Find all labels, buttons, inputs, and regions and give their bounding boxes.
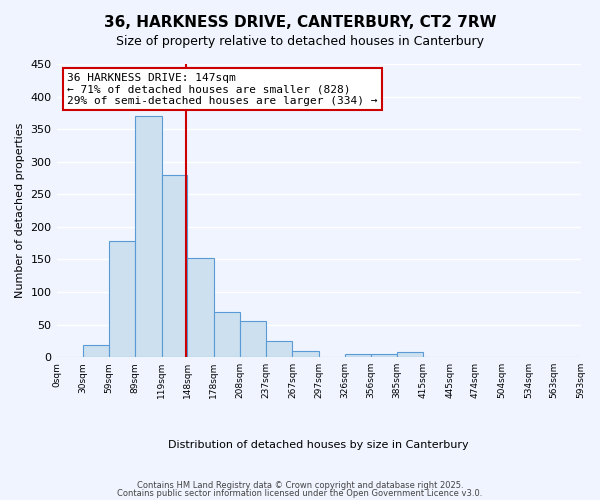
X-axis label: Distribution of detached houses by size in Canterbury: Distribution of detached houses by size … <box>168 440 469 450</box>
Y-axis label: Number of detached properties: Number of detached properties <box>15 123 25 298</box>
Bar <box>266 342 292 357</box>
Bar <box>109 241 135 357</box>
Bar <box>344 354 371 357</box>
Text: 36, HARKNESS DRIVE, CANTERBURY, CT2 7RW: 36, HARKNESS DRIVE, CANTERBURY, CT2 7RW <box>104 15 496 30</box>
Bar <box>241 322 266 357</box>
Bar <box>292 350 319 357</box>
Bar <box>371 354 397 357</box>
Text: 36 HARKNESS DRIVE: 147sqm
← 71% of detached houses are smaller (828)
29% of semi: 36 HARKNESS DRIVE: 147sqm ← 71% of detac… <box>67 73 377 106</box>
Text: Contains HM Land Registry data © Crown copyright and database right 2025.: Contains HM Land Registry data © Crown c… <box>137 481 463 490</box>
Bar <box>135 116 161 357</box>
Bar <box>214 312 241 357</box>
Bar <box>161 174 187 357</box>
Bar <box>397 352 423 357</box>
Text: Size of property relative to detached houses in Canterbury: Size of property relative to detached ho… <box>116 35 484 48</box>
Bar <box>83 346 109 357</box>
Bar <box>187 258 214 357</box>
Text: Contains public sector information licensed under the Open Government Licence v3: Contains public sector information licen… <box>118 488 482 498</box>
